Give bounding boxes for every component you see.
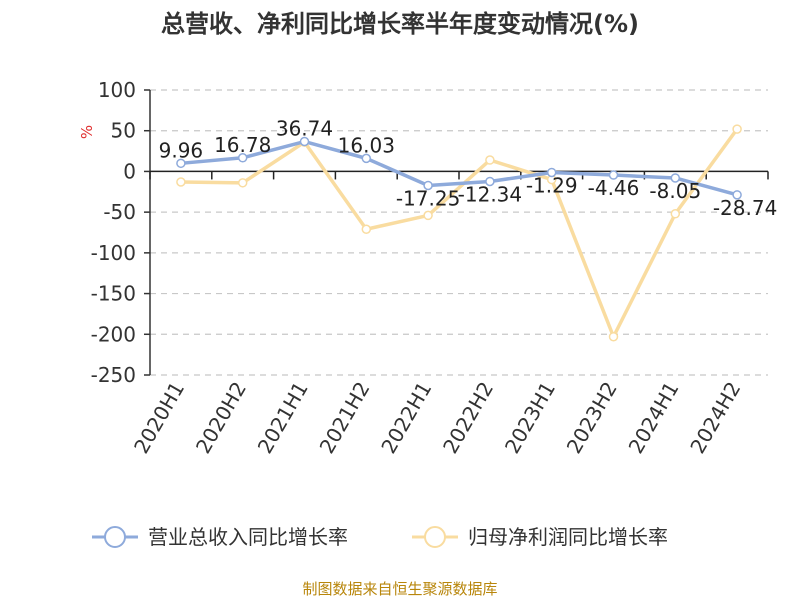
x-tick-label: 2023H1 bbox=[500, 378, 560, 458]
y-tick-label: -250 bbox=[91, 363, 136, 387]
x-tick-label: 2023H2 bbox=[562, 378, 622, 458]
x-tick-label: 2022H2 bbox=[438, 378, 498, 458]
y-tick-label: 100 bbox=[98, 78, 136, 102]
data-label: 16.03 bbox=[338, 133, 395, 157]
x-tick-label: 2021H1 bbox=[253, 378, 313, 458]
data-label: 36.74 bbox=[276, 117, 333, 141]
legend-label: 归母净利润同比增长率 bbox=[468, 525, 668, 549]
source-note: 制图数据来自恒生聚源数据库 bbox=[302, 580, 497, 598]
data-point bbox=[732, 124, 742, 134]
x-tick-label: 2024H2 bbox=[685, 378, 745, 458]
data-point bbox=[299, 136, 310, 147]
y-tick-label: -50 bbox=[103, 200, 136, 224]
data-label: 16.78 bbox=[214, 133, 271, 157]
x-tick-label: 2021H2 bbox=[315, 378, 375, 458]
legend-label: 营业总收入同比增长率 bbox=[148, 525, 348, 549]
data-point bbox=[608, 170, 619, 180]
data-label: -1.29 bbox=[526, 173, 578, 197]
legend-swatch-marker bbox=[104, 526, 126, 548]
data-point bbox=[423, 210, 433, 221]
x-tick-label: 2022H1 bbox=[376, 378, 436, 458]
grid-lines bbox=[150, 89, 768, 376]
legend-swatch-marker bbox=[424, 526, 446, 548]
data-point bbox=[485, 176, 495, 187]
legend: 营业总收入同比增长率 归母净利润同比增长率 bbox=[92, 525, 668, 549]
data-point bbox=[732, 190, 742, 200]
data-label: -17.25 bbox=[396, 186, 460, 210]
data-point bbox=[361, 153, 372, 164]
y-tick-label: -100 bbox=[91, 241, 136, 265]
data-label: -28.74 bbox=[713, 196, 777, 220]
data-point bbox=[546, 167, 557, 178]
y-tick-label: 50 bbox=[111, 119, 136, 143]
data-label: -8.05 bbox=[649, 179, 701, 203]
data-point bbox=[670, 173, 681, 183]
y-tick-label: 0 bbox=[123, 159, 136, 183]
data-point bbox=[670, 209, 681, 219]
data-point bbox=[176, 177, 186, 187]
x-tick-label: 2020H2 bbox=[191, 378, 251, 458]
series-line bbox=[180, 139, 738, 197]
y-tick-label: -150 bbox=[91, 282, 136, 306]
data-label: -4.46 bbox=[588, 176, 640, 200]
data-point bbox=[237, 178, 248, 188]
data-point bbox=[423, 180, 433, 191]
series-lines bbox=[176, 124, 742, 342]
data-point bbox=[608, 331, 619, 342]
data-point bbox=[237, 153, 248, 163]
y-tick-label: -200 bbox=[91, 322, 136, 346]
y-axis-unit-label: % bbox=[78, 125, 96, 139]
chart-title: 总营收、净利同比增长率半年度变动情况(%) bbox=[161, 10, 639, 38]
data-point bbox=[176, 158, 186, 169]
data-label: -12.34 bbox=[458, 182, 522, 206]
x-tick-label: 2020H1 bbox=[129, 378, 189, 458]
data-point bbox=[485, 155, 495, 165]
series-line bbox=[180, 128, 739, 339]
x-tick-label: 2024H1 bbox=[624, 378, 684, 458]
data-label: 9.96 bbox=[159, 138, 204, 162]
data-point bbox=[361, 224, 372, 234]
